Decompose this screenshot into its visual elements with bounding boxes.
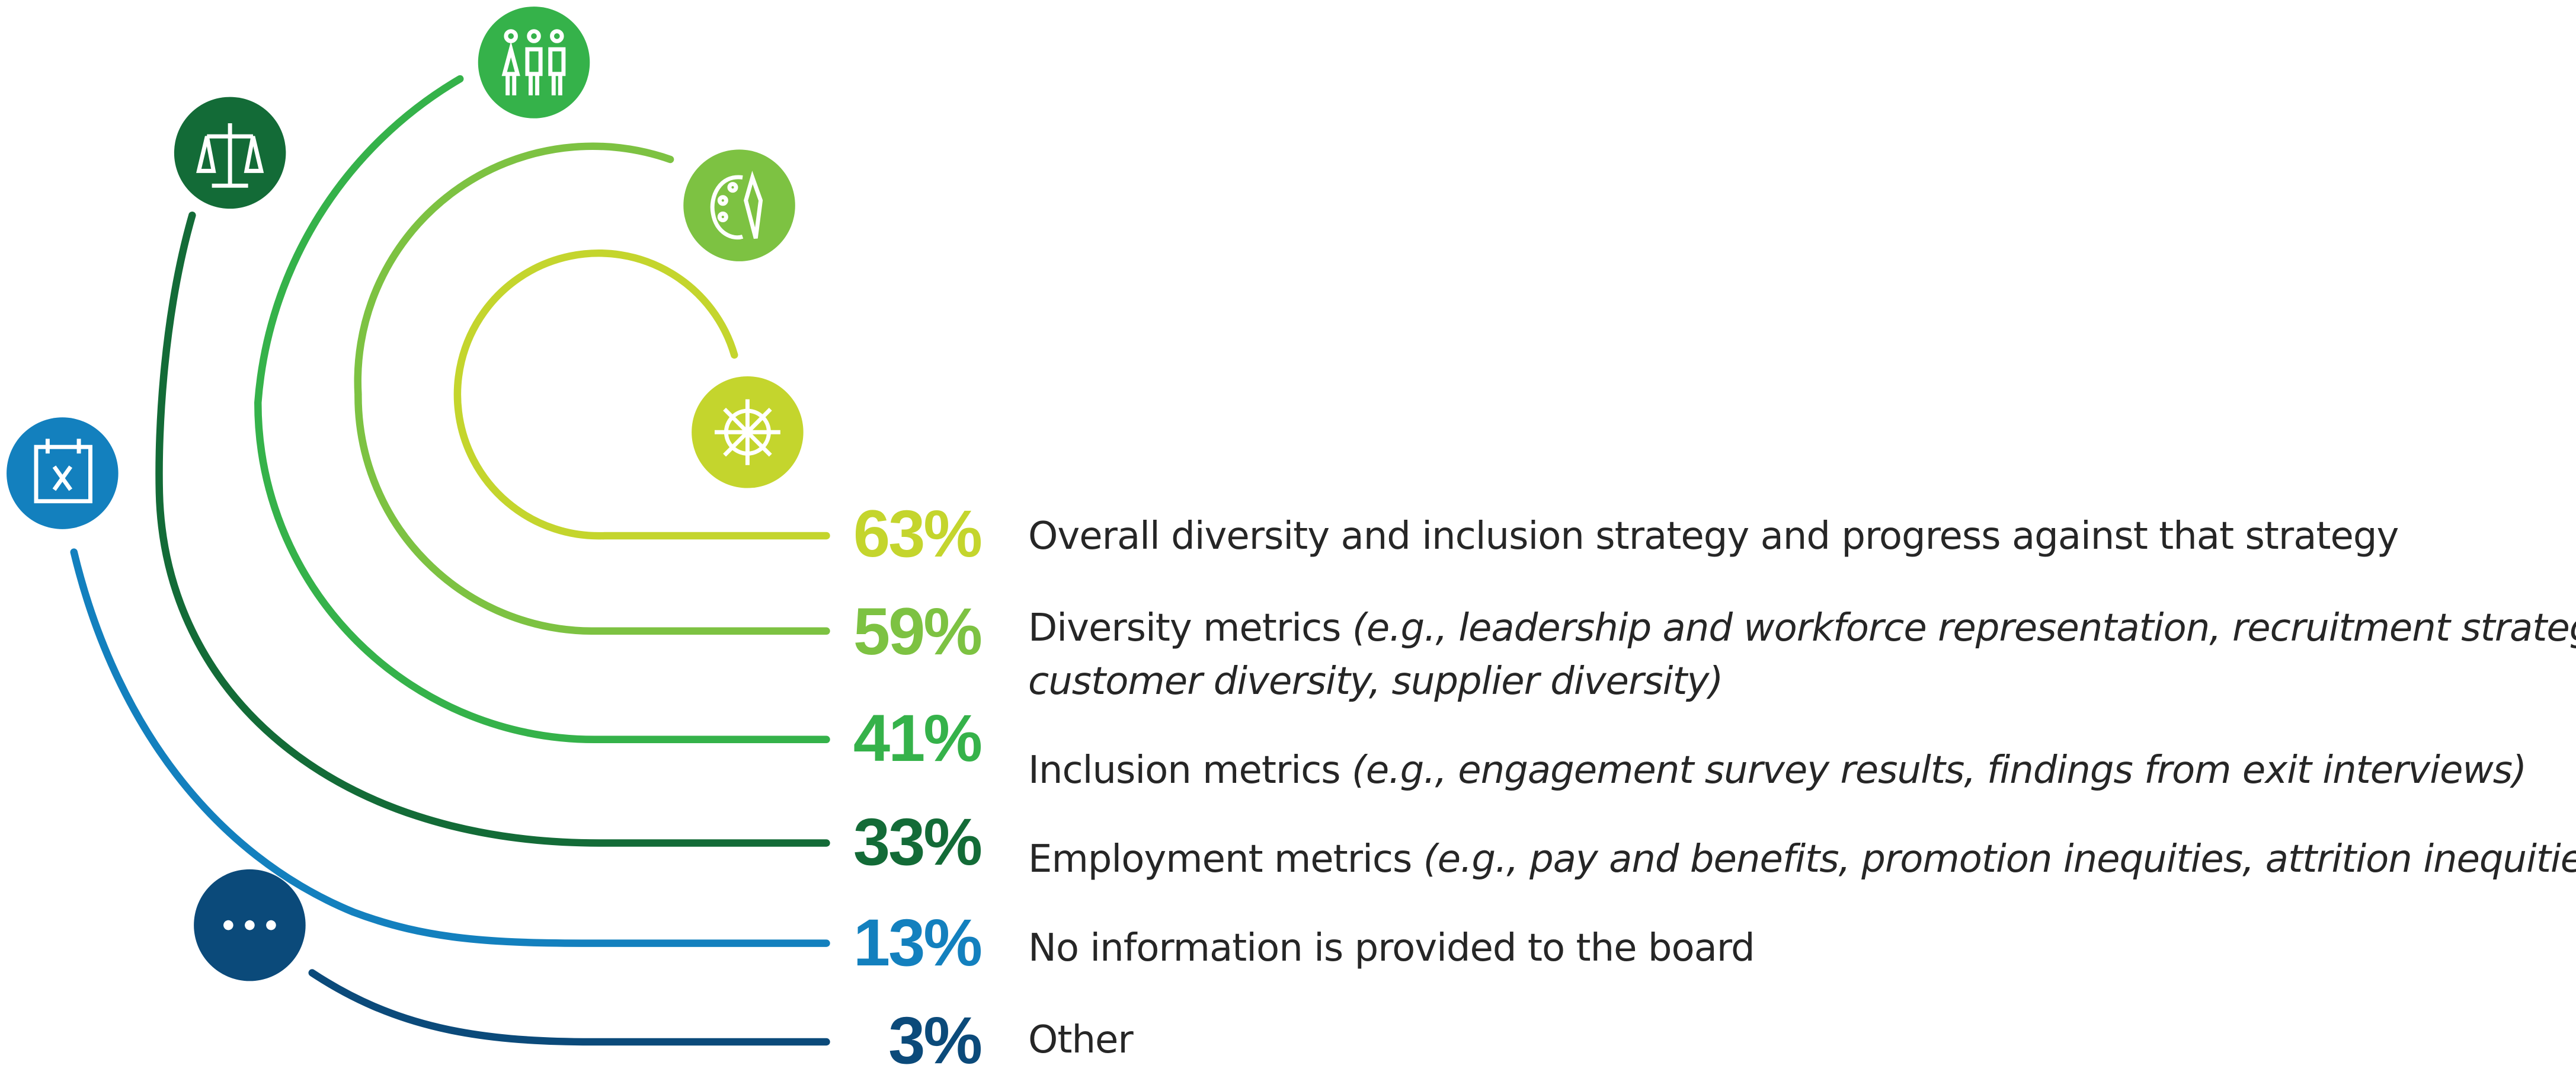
arc-41 bbox=[254, 75, 830, 744]
ship-wheel-icon bbox=[692, 376, 804, 488]
arc-63 bbox=[453, 249, 830, 540]
label-example: (e.g., engagement survey results, findin… bbox=[1351, 748, 2527, 792]
arc-33 bbox=[155, 212, 830, 847]
more-dots-icon bbox=[194, 869, 306, 981]
label-main: Other bbox=[1028, 1018, 1134, 1062]
pct-label-13: 13% bbox=[853, 906, 983, 980]
palette-icon bbox=[683, 149, 795, 261]
arc-59 bbox=[354, 142, 830, 635]
arc-3 bbox=[308, 969, 830, 1046]
category-label-other: Other bbox=[1028, 1013, 1134, 1067]
scales-icon bbox=[174, 97, 286, 209]
pct-label-59: 59% bbox=[853, 594, 983, 668]
arc-13 bbox=[70, 548, 830, 947]
pct-label-63: 63% bbox=[853, 497, 983, 571]
label-main: Employment metrics bbox=[1028, 837, 1423, 881]
label-main: No information is provided to the board bbox=[1028, 926, 1755, 970]
pct-label-3: 3% bbox=[888, 1003, 983, 1077]
category-label-diversity: Diversity metrics (e.g., leadership and … bbox=[1028, 602, 2576, 708]
label-main: Overall diversity and inclusion strategy… bbox=[1028, 514, 2399, 558]
label-example: (e.g., leadership and workforce represen… bbox=[1352, 606, 2576, 650]
label-main: Diversity metrics bbox=[1028, 606, 1352, 650]
pct-label-41: 41% bbox=[853, 701, 983, 775]
calendar-x-icon bbox=[7, 417, 119, 529]
category-label-inclusion: Inclusion metrics (e.g., engagement surv… bbox=[1028, 744, 2527, 797]
pct-label-33: 33% bbox=[853, 805, 983, 879]
category-label-strategy: Overall diversity and inclusion strategy… bbox=[1028, 510, 2399, 563]
category-label-no-info: No information is provided to the board bbox=[1028, 922, 1755, 975]
category-label-employment: Employment metrics (e.g., pay and benefi… bbox=[1028, 833, 2576, 886]
label-example: (e.g., pay and benefits, promotion inequ… bbox=[1423, 837, 2576, 881]
label-main: Inclusion metrics bbox=[1028, 748, 1352, 792]
people-icon bbox=[478, 7, 590, 119]
label-example-cont: customer diversity, supplier diversity) bbox=[1028, 660, 1723, 703]
